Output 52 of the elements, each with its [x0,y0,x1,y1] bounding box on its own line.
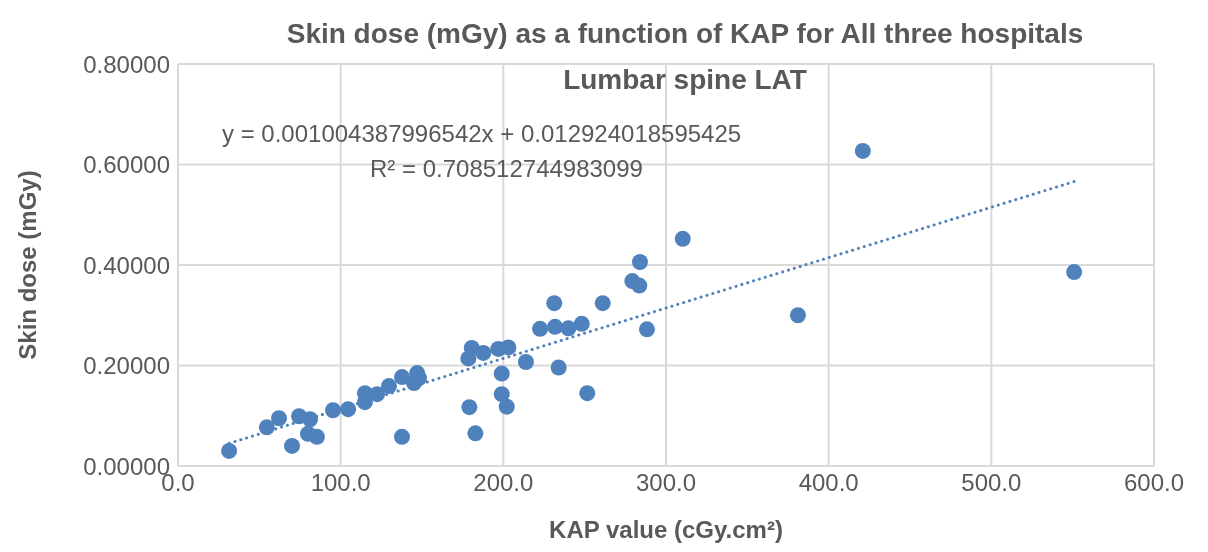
point [271,410,288,427]
x-tick-label: 200.0 [473,469,534,497]
y-axis-title: Skin dose (mGy) [14,170,42,360]
x-tick-label: 400.0 [798,469,859,497]
x-tick-label: 100.0 [310,469,371,497]
chart-title: Skin dose (mGy) as a function of KAP for All three hospitals [285,18,1085,50]
point [532,320,549,337]
x-tick-label: 300.0 [635,469,697,497]
point [594,295,611,312]
point [854,142,871,159]
point [517,353,534,370]
y-tick-label: 0.60000 [83,151,170,179]
point [258,419,275,436]
point [638,321,655,338]
point [302,411,319,428]
point [393,428,410,445]
point [547,318,564,335]
point [340,401,357,418]
y-tick-label: 0.40000 [83,251,170,279]
point [560,320,577,337]
annotation: R² = 0.708512744983099 [370,155,643,183]
x-tick-label: 600.0 [1123,469,1185,497]
point [284,437,301,454]
point [369,386,386,403]
point [500,339,517,356]
annotation: y = 0.001004387996542x + 0.012924018595425 [222,120,742,148]
point [393,369,410,386]
point [308,428,325,445]
point [498,398,515,415]
point [573,315,590,332]
point [1066,264,1083,281]
point [546,295,563,312]
point [550,359,567,376]
chart-subtitle: Lumbar spine LAT [562,64,808,96]
point [221,442,238,459]
point [789,307,806,324]
point [631,277,648,294]
point [631,253,648,270]
point [475,344,492,361]
point [460,350,477,367]
point [380,378,397,395]
point [325,402,342,419]
x-tick-label: 500.0 [961,469,1022,497]
point [579,385,596,402]
point [493,386,510,403]
y-tick-label: 0.80000 [83,50,170,78]
x-axis-title: KAP value (cGy.cm²) [548,516,784,544]
y-tick-label: 0.20000 [83,352,170,380]
point [493,365,510,382]
point [674,230,691,247]
point [467,425,484,442]
point [461,399,478,416]
